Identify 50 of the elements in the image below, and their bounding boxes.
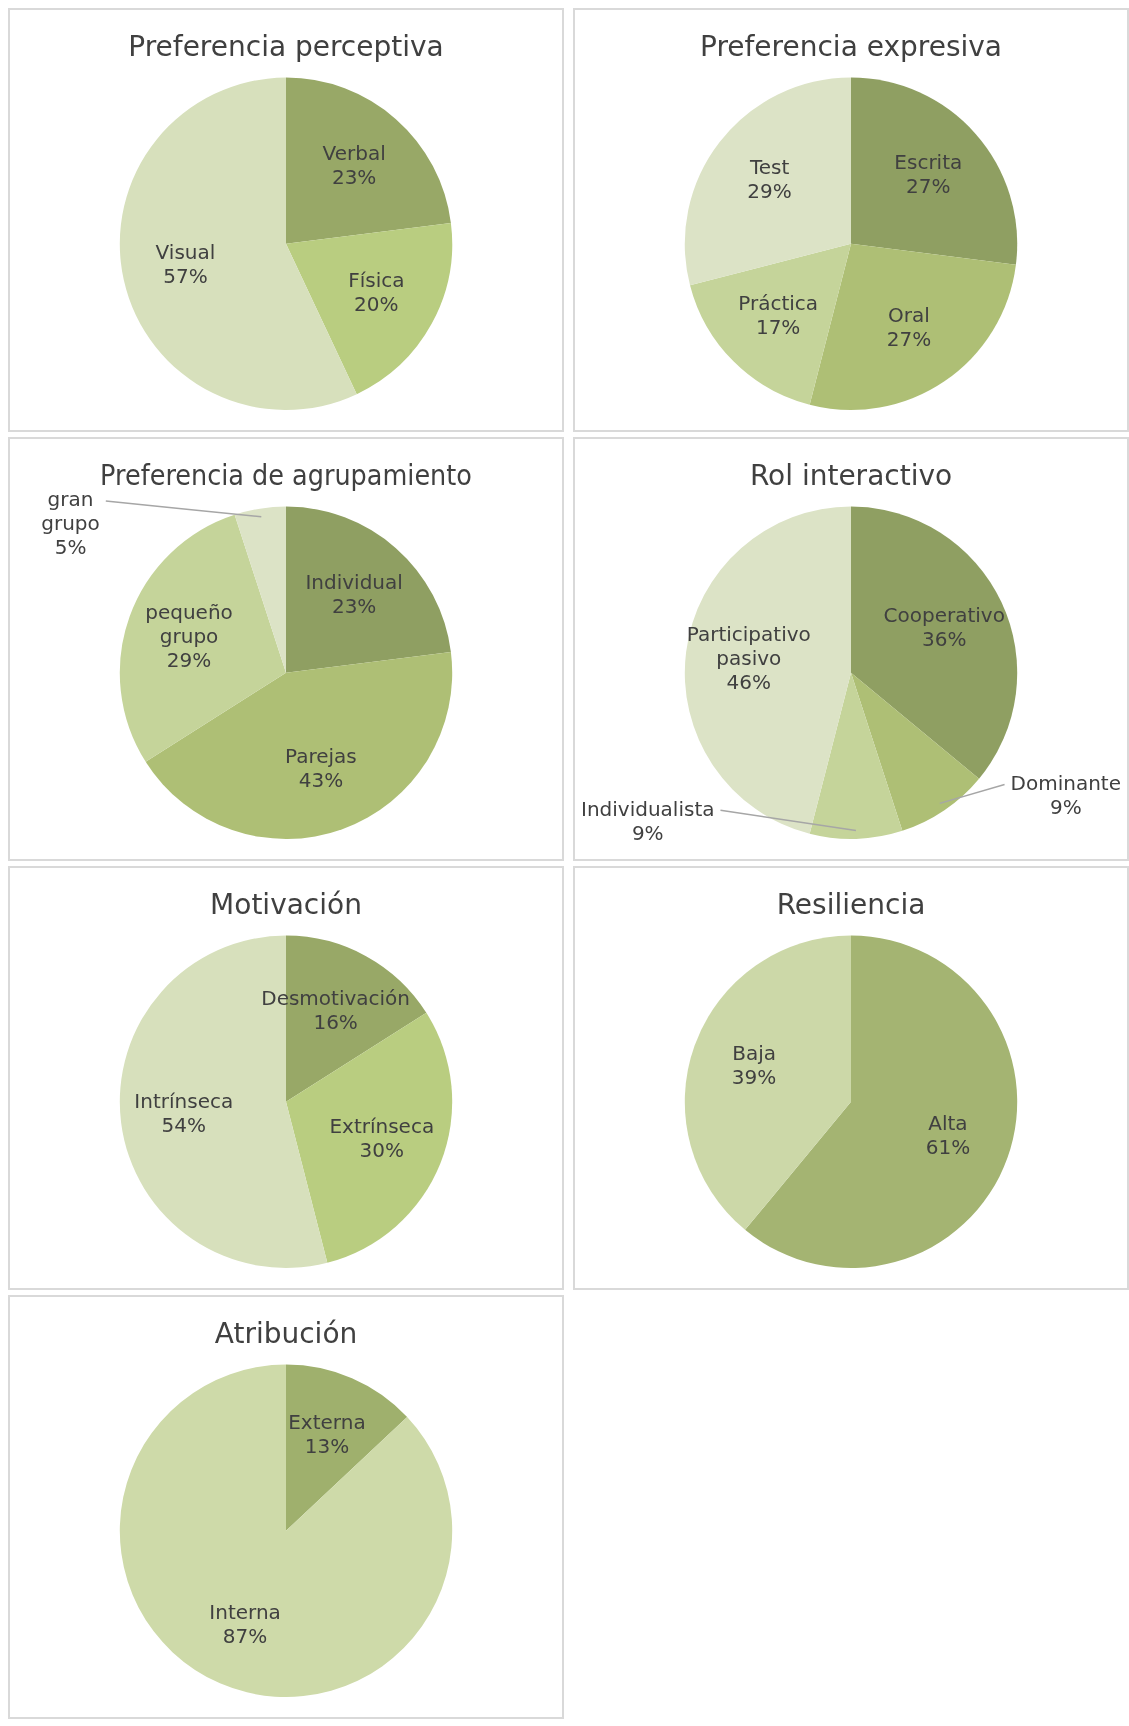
slice-label: Física [348, 267, 405, 292]
chart-title: Preferencia de agrupamiento [100, 458, 472, 492]
chart-title: Atribución [214, 1317, 358, 1351]
data-label: 29% [747, 178, 792, 203]
data-label: 57% [163, 264, 208, 289]
slice-label: Alta [928, 1110, 968, 1135]
slice-label: Dominante [1010, 770, 1121, 795]
chart-title: Rol interactivo [749, 459, 953, 493]
data-label: 54% [161, 1112, 206, 1137]
slice-label: Externa [288, 1410, 366, 1435]
slice-label: Cooperativo [883, 603, 1005, 628]
slice-label: Individualista [581, 796, 715, 821]
slice-label: Interna [209, 1599, 281, 1624]
slice-label: Parejas [285, 743, 357, 768]
chart-title: Preferencia perceptiva [128, 30, 444, 64]
data-label: 30% [359, 1137, 405, 1162]
data-label: 39% [731, 1065, 777, 1090]
slice-label: Oral [888, 303, 930, 328]
slice-label: Extrínseca [329, 1113, 435, 1138]
chart-title: Motivación [210, 888, 362, 922]
slice-label: pequeño grupo [145, 600, 233, 649]
slice-label: Intrínseca [134, 1088, 234, 1113]
data-label: 27% [906, 173, 951, 198]
data-label: 46% [726, 670, 771, 695]
data-label: 9% [631, 820, 664, 845]
data-label: 13% [304, 1434, 350, 1459]
data-label: 16% [313, 1009, 358, 1034]
data-label: 61% [925, 1134, 971, 1159]
slice-label: Visual [155, 240, 216, 265]
data-label: 23% [331, 593, 377, 618]
data-label: 20% [354, 291, 399, 316]
chart-title: Resiliencia [776, 888, 926, 922]
data-label: 29% [166, 648, 212, 673]
data-label: 27% [886, 327, 932, 352]
slice-label: Baja [732, 1041, 776, 1066]
slice-label: Individual [305, 569, 403, 594]
data-label: 87% [222, 1623, 268, 1648]
data-label: 9% [1049, 794, 1082, 819]
slice-label: Práctica [738, 290, 819, 315]
slice-label: Test [748, 154, 790, 179]
slice-label: Participativo pasivo [686, 622, 811, 671]
data-label: 17% [755, 314, 801, 339]
slice-label: Escrita [894, 149, 963, 174]
data-label: 36% [922, 627, 967, 652]
chart-title: Preferencia expresiva [700, 30, 1002, 64]
data-label: 5% [54, 535, 87, 560]
data-label: 43% [298, 767, 344, 792]
data-label: 23% [331, 164, 377, 189]
slice-label: gran grupo [41, 487, 100, 536]
slice-label: Verbal [322, 140, 386, 165]
